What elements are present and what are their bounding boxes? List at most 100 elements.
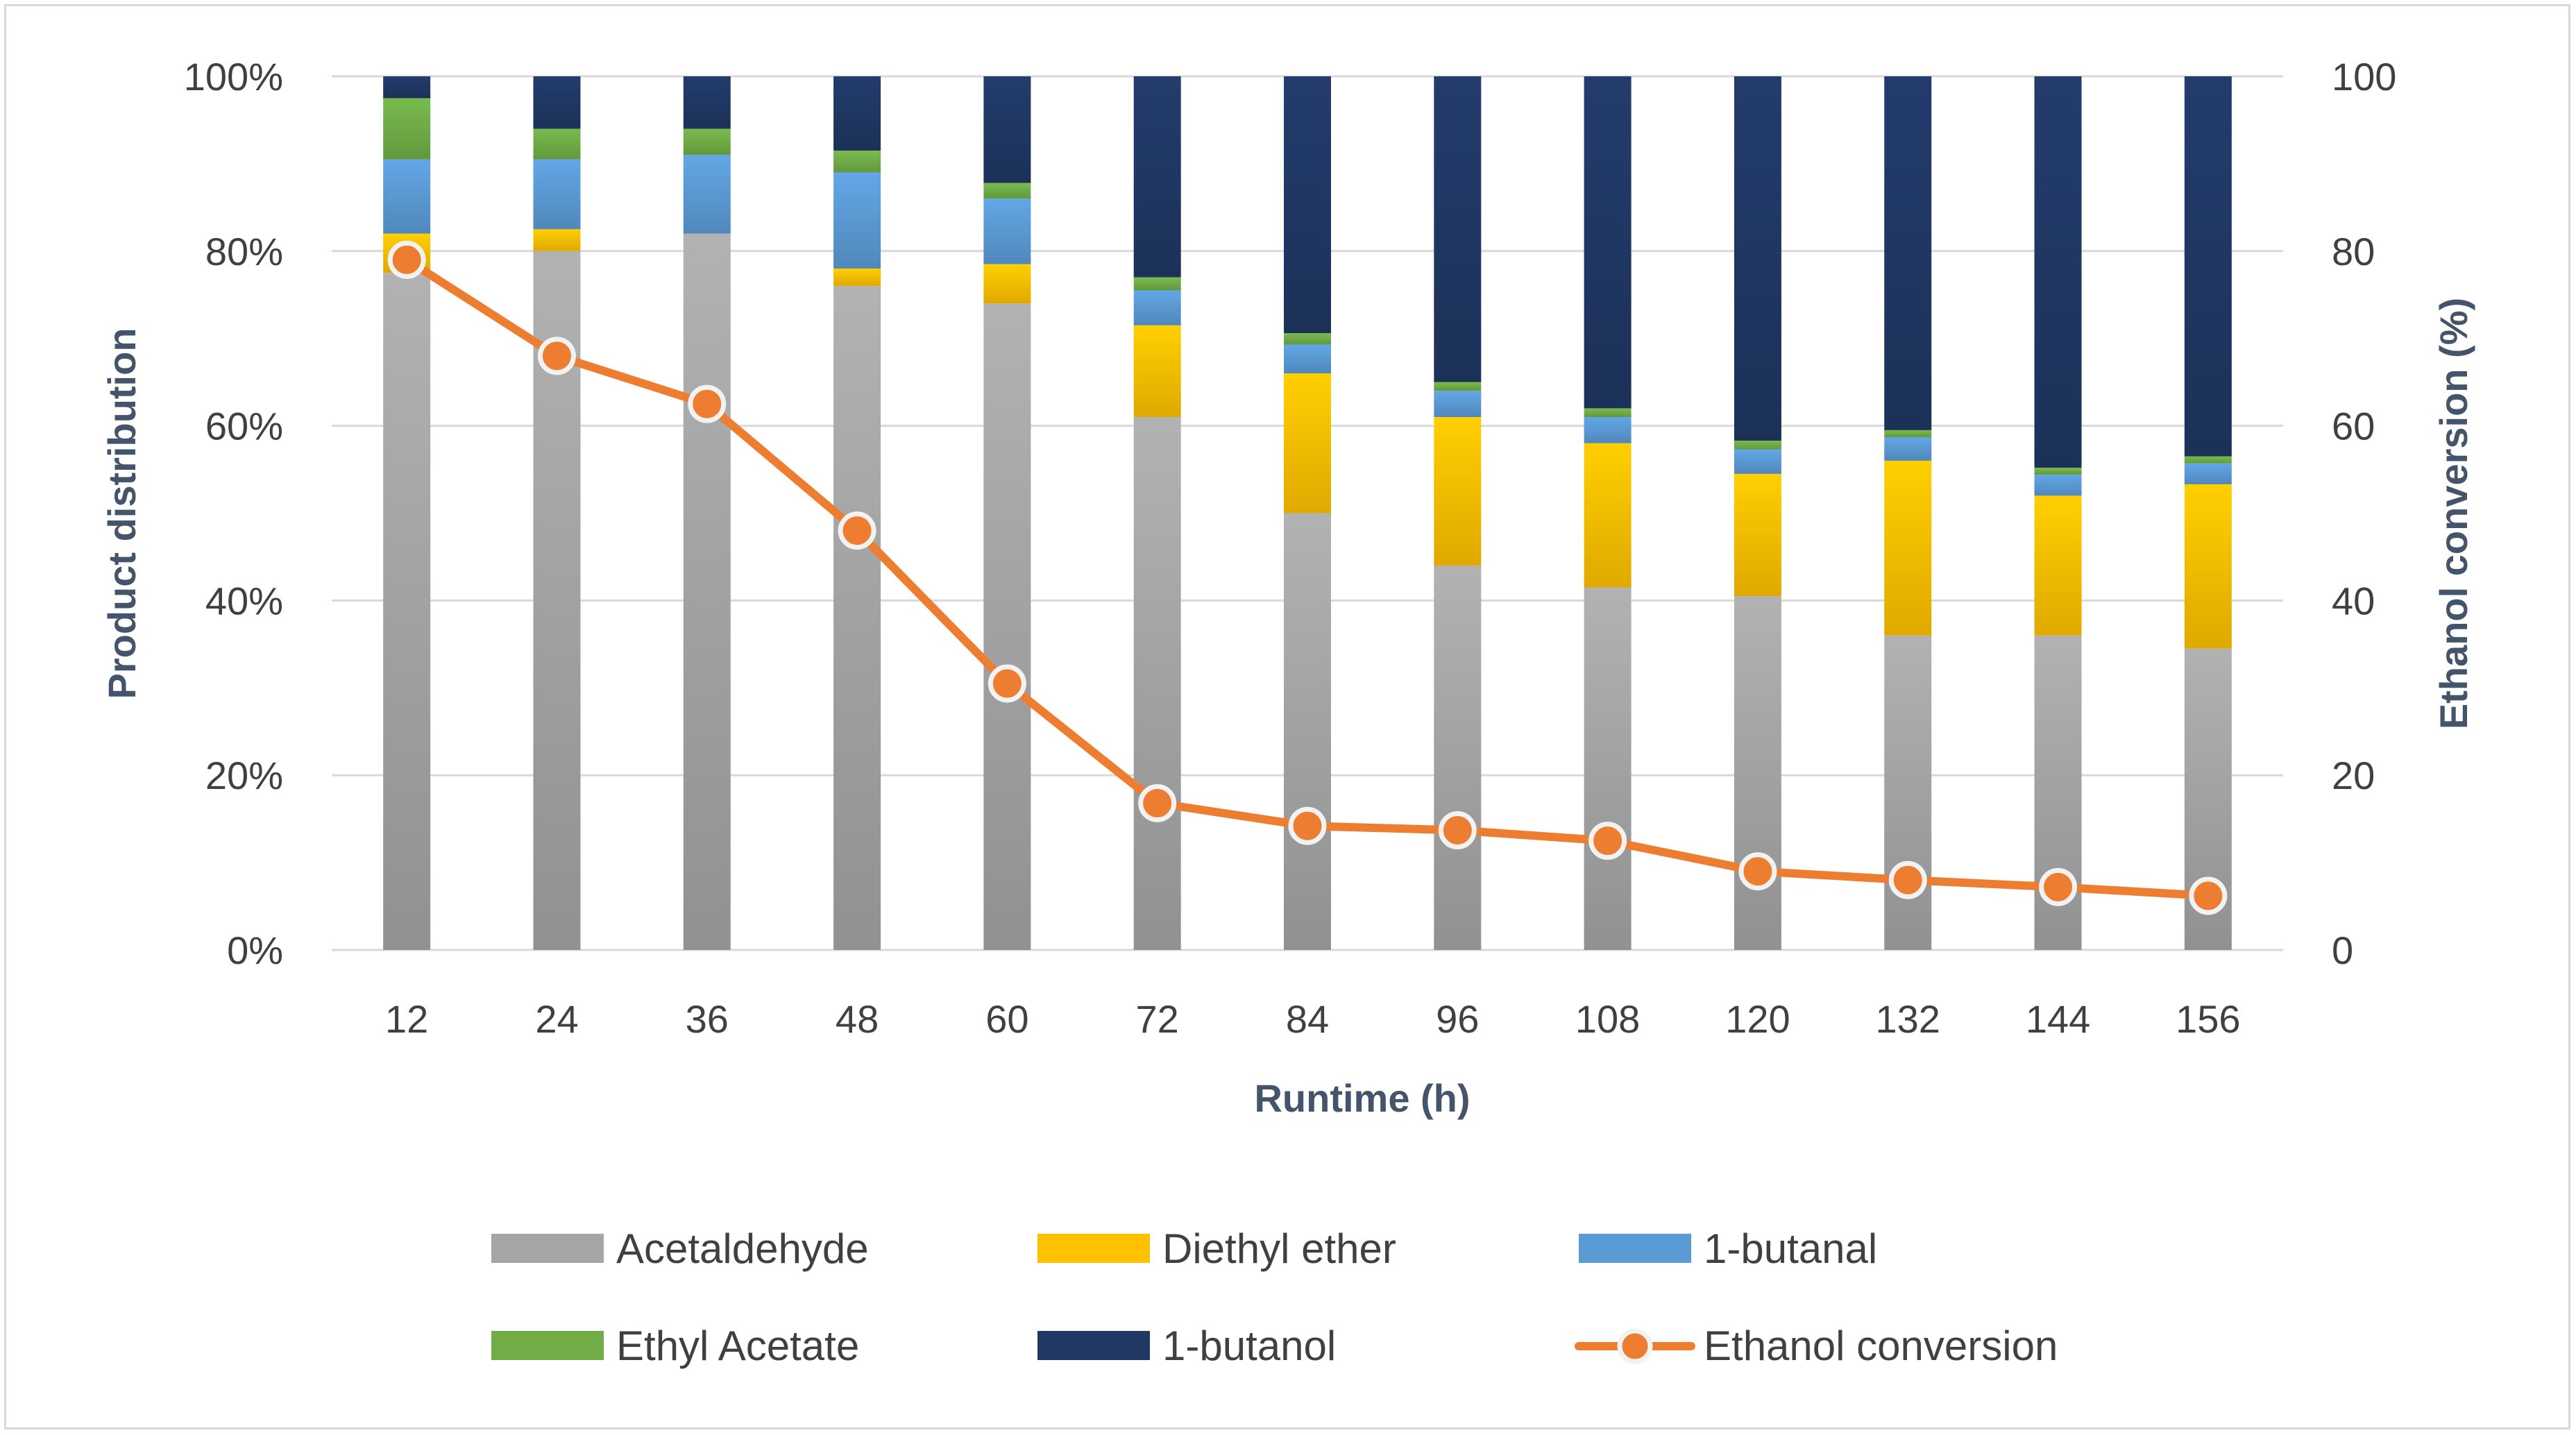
x-tick-label: 156 (2176, 997, 2240, 1041)
bar-segment-ethyl-acetate (983, 182, 1031, 199)
conversion-point (1438, 811, 1477, 850)
bar-segment-ethyl-acetate (833, 151, 881, 173)
bar-segment-1-butanol (1284, 76, 1331, 334)
bar-segment-1-butanol (533, 76, 581, 129)
x-tick-label: 60 (985, 997, 1028, 1041)
legend-label-ethanol-conversion: Ethanol conversion (1704, 1323, 2058, 1369)
bar-segment-ethyl-acetate (1133, 277, 1181, 291)
bar-segment-ethyl-acetate (1584, 408, 1632, 418)
x-tick-label: 84 (1286, 997, 1329, 1041)
bar-segment-ethyl-acetate (383, 98, 431, 160)
legend-swatch-diethyl-ether (1037, 1234, 1150, 1263)
bar-segment-diethyl-ether (1884, 460, 1932, 636)
bar-segment-ethyl-acetate (533, 128, 581, 160)
bar-segment-acetaldehyde (383, 273, 431, 950)
conversion-point (1588, 822, 1627, 860)
bar-segment-acetaldehyde (833, 286, 881, 950)
bar-segment-ethyl-acetate (2184, 456, 2232, 464)
conversion-point (1288, 806, 1327, 845)
bar-segment-1-butanal (683, 155, 731, 234)
bar-segment-diethyl-ether (833, 268, 881, 287)
bar-segment-ethyl-acetate (1284, 333, 1331, 345)
bar-segment-1-butanol (683, 76, 731, 129)
bar-segment-ethyl-acetate (1734, 441, 1781, 450)
y-axis-title: Product distribution (100, 328, 144, 699)
x-tick-label: 132 (1876, 997, 1940, 1041)
conversion-point (387, 240, 426, 279)
bar-segment-1-butanol (833, 76, 881, 151)
bar-segment-1-butanal (533, 159, 581, 230)
bar-segment-1-butanal (1133, 290, 1181, 325)
y2-tick-label: 60 (2332, 405, 2375, 448)
legend-label-1-butanal: 1-butanal (1704, 1225, 1877, 1272)
bar-segment-1-butanal (1284, 344, 1331, 374)
x-tick-label: 24 (535, 997, 578, 1041)
bar-segment-diethyl-ether (1434, 417, 1482, 566)
legend-label-diethyl-ether: Diethyl ether (1162, 1225, 1396, 1272)
bar-segment-1-butanal (2034, 475, 2082, 496)
x-axis-title: Runtime (h) (1254, 1076, 1470, 1120)
conversion-point (2039, 867, 2078, 906)
bar-segment-acetaldehyde (983, 303, 1031, 951)
conversion-point (988, 664, 1026, 703)
bar-segment-diethyl-ether (2034, 495, 2082, 636)
bar-segment-ethyl-acetate (683, 128, 731, 155)
bar-segment-diethyl-ether (1133, 325, 1181, 418)
axes: 0% 0 20% 20 40% 40 60% 60 80% 80 100% 100 12 24 36 48 60… (184, 55, 2397, 1041)
y-tick-label: 0% (227, 928, 283, 972)
bar-segment-diethyl-ether (1584, 443, 1632, 588)
bar-segment-ethyl-acetate (1884, 430, 1932, 437)
bar-segment-1-butanal (383, 159, 431, 234)
bar-segment-1-butanal (833, 172, 881, 269)
bar-segment-1-butanol (1584, 76, 1632, 409)
y-tick-label: 60% (205, 405, 283, 448)
x-tick-label: 72 (1136, 997, 1179, 1041)
legend-swatch-1-butanal (1579, 1234, 1691, 1263)
bar-segment-acetaldehyde (1584, 587, 1632, 950)
bar-segment-1-butanal (1584, 417, 1632, 443)
bar-segment-acetaldehyde (1734, 596, 1781, 950)
bar-segment-diethyl-ether (533, 229, 581, 251)
bar-segment-1-butanol (2034, 76, 2082, 468)
bar-segment-diethyl-ether (1284, 373, 1331, 513)
bar-segment-1-butanol (1734, 76, 1781, 441)
y2-tick-label: 80 (2332, 230, 2375, 273)
bars (383, 76, 2232, 951)
bar-segment-ethyl-acetate (1434, 382, 1482, 391)
x-tick-label: 144 (2026, 997, 2090, 1041)
bar-segment-1-butanal (2184, 463, 2232, 484)
legend-swatch-1-butanol (1037, 1331, 1150, 1360)
bar-segment-1-butanal (983, 198, 1031, 264)
y2-tick-label: 100 (2332, 55, 2396, 99)
legend-swatch-ethyl-acetate (491, 1331, 604, 1360)
conversion-point (1888, 860, 1927, 899)
conversion-point (1738, 852, 1777, 891)
legend-label-1-butanol: 1-butanol (1162, 1323, 1336, 1369)
conversion-point (537, 337, 576, 375)
legend: Acetaldehyde Diethyl ether 1-butanal Ethyl … (491, 1225, 2058, 1369)
y-tick-label: 40% (205, 579, 283, 622)
conversion-point (2189, 876, 2228, 915)
bar-segment-acetaldehyde (1284, 513, 1331, 950)
bar-segment-1-butanol (2184, 76, 2232, 457)
bar-segment-acetaldehyde (1884, 635, 1932, 950)
bar-segment-1-butanal (1884, 436, 1932, 461)
conversion-line (387, 240, 2228, 915)
x-tick-label: 36 (686, 997, 729, 1041)
bar-segment-diethyl-ether (1734, 473, 1781, 597)
x-tick-label: 96 (1436, 997, 1479, 1041)
bar-segment-ethyl-acetate (2034, 468, 2082, 475)
legend-label-ethyl-acetate: Ethyl Acetate (616, 1323, 859, 1369)
x-tick-label: 108 (1575, 997, 1640, 1041)
y2-tick-label: 0 (2332, 928, 2353, 972)
y-tick-label: 20% (205, 754, 283, 797)
bar-segment-1-butanol (383, 76, 431, 99)
bar-segment-1-butanol (1434, 76, 1482, 382)
legend-swatch-marker (1617, 1328, 1653, 1364)
bar-segment-1-butanol (1133, 76, 1181, 278)
y-tick-label: 80% (205, 230, 283, 273)
y2-axis-title: Ethanol conversion (%) (2432, 298, 2475, 729)
legend-swatch-acetaldehyde (491, 1234, 604, 1263)
bar-segment-acetaldehyde (1133, 417, 1181, 950)
